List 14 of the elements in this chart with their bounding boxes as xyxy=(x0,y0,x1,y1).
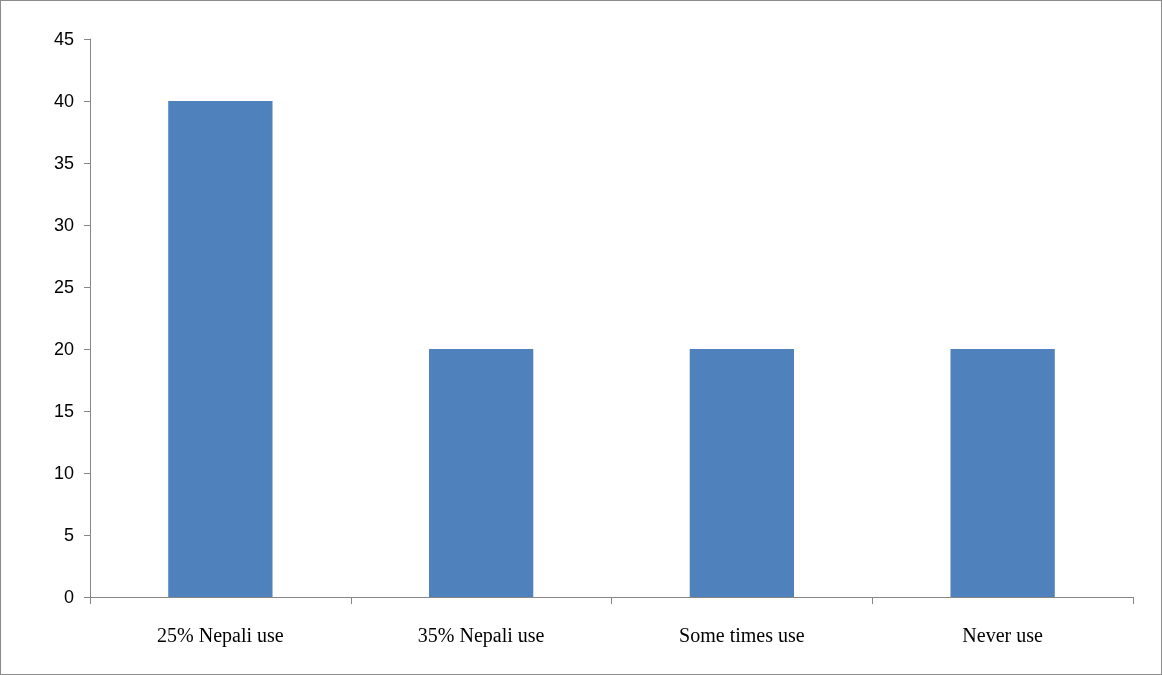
y-tick-label: 10 xyxy=(53,463,74,483)
y-tick-label: 25 xyxy=(53,277,74,297)
y-tick-label: 0 xyxy=(63,587,74,607)
x-tick-label: Some times use xyxy=(679,624,805,646)
y-tick-label: 40 xyxy=(53,91,74,111)
y-tick-label: 5 xyxy=(63,525,74,545)
y-tick-label: 15 xyxy=(53,401,74,421)
y-tick-label: 35 xyxy=(53,153,74,173)
y-tick-label: 20 xyxy=(53,339,74,359)
y-tick-label: 45 xyxy=(53,29,74,49)
x-tick-label: 25% Nepali use xyxy=(157,624,284,647)
x-tick-label: 35% Nepali use xyxy=(417,624,545,647)
x-tick-label: Never use xyxy=(962,624,1043,646)
y-tick-label: 30 xyxy=(53,215,74,235)
